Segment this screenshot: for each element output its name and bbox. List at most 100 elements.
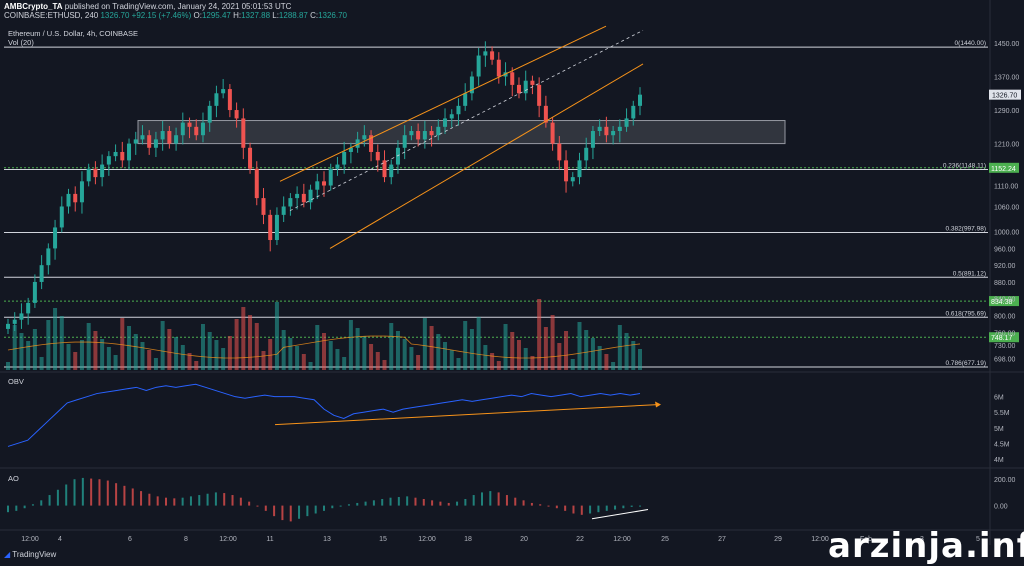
- time-axis-label: 5: [976, 536, 980, 543]
- volume-bar: [288, 338, 293, 370]
- volume-bar: [12, 325, 17, 370]
- volume-bar: [469, 329, 474, 370]
- candle-body: [402, 135, 407, 148]
- tradingview-logo[interactable]: ◢ TradingView: [4, 550, 56, 559]
- candle-body: [207, 105, 212, 123]
- volume-bar: [543, 327, 548, 370]
- time-axis-label: 12:00: [811, 536, 829, 543]
- ao-histogram-bar: [31, 504, 34, 506]
- candle-body: [476, 55, 481, 77]
- volume-bar: [153, 358, 158, 370]
- time-axis-label: 13: [323, 536, 331, 543]
- candle-body: [409, 131, 414, 136]
- volume-ma-line: [7, 335, 641, 359]
- obv-axis-tick: 4.5M: [994, 441, 1010, 448]
- time-axis-label: 3: [920, 536, 924, 543]
- candle-body: [281, 206, 286, 215]
- candle-body: [66, 193, 71, 207]
- time-axis-label: 29: [774, 536, 782, 543]
- candle-body: [120, 151, 125, 161]
- ao-histogram-bar: [140, 491, 143, 506]
- candle-body: [180, 122, 185, 136]
- time-axis-label: 11: [266, 536, 273, 543]
- candle-body: [147, 135, 152, 148]
- candle-body: [322, 181, 326, 186]
- ao-histogram-bar: [530, 502, 533, 506]
- price-axis-tick: 840.00: [994, 297, 1016, 304]
- ao-histogram-bar: [381, 499, 384, 506]
- ao-histogram-bar: [572, 505, 575, 514]
- price-axis-tick: 730.00: [994, 343, 1016, 350]
- candle-body: [274, 214, 279, 241]
- candle-body: [604, 126, 609, 136]
- ao-histogram-bar: [397, 497, 400, 506]
- volume-bar: [187, 353, 192, 370]
- ao-histogram-bar: [40, 500, 43, 506]
- ao-histogram-bar: [639, 505, 641, 507]
- candle-body: [342, 151, 347, 165]
- watermark: arzinja.info: [828, 526, 1024, 566]
- volume-bar: [39, 357, 44, 370]
- candle-body: [86, 168, 91, 182]
- candle-body: [416, 131, 421, 140]
- support-price-tag: [989, 162, 1019, 173]
- volume-bar: [570, 359, 575, 370]
- ohlc-open-label: O:: [193, 11, 202, 20]
- volume-bar: [550, 315, 555, 370]
- candle-body: [221, 89, 226, 94]
- volume-bar: [6, 362, 10, 370]
- candle-body: [516, 84, 521, 94]
- current-price-label: 1326.70: [992, 93, 1017, 100]
- candle-body: [308, 189, 313, 203]
- volume-bar: [308, 362, 313, 370]
- volume-bar: [483, 345, 488, 370]
- ohlc-low-label: L:: [272, 11, 279, 20]
- ao-histogram-bar: [7, 505, 9, 513]
- candle-body: [617, 126, 622, 132]
- volume-bar: [200, 324, 205, 370]
- support-price-label: 1152.24: [991, 166, 1016, 173]
- volume-bar: [328, 341, 333, 370]
- candle-body: [496, 59, 501, 77]
- candle-body: [456, 105, 461, 115]
- volume-bar: [274, 302, 279, 370]
- volume-bar: [180, 345, 185, 370]
- volume-bar: [456, 358, 461, 370]
- ao-histogram-bar: [555, 505, 558, 509]
- ao-histogram-bar: [131, 488, 134, 506]
- candle-body: [382, 160, 387, 178]
- price-axis-tick: 1290.00: [994, 108, 1019, 115]
- time-axis-label: 12:00: [219, 536, 237, 543]
- candle-body: [100, 164, 105, 178]
- candle-body: [543, 105, 548, 123]
- volume-bar: [523, 348, 528, 370]
- price-axis-tick: 1110.00: [994, 184, 1018, 191]
- volume-bar: [584, 330, 589, 370]
- ao-histogram-bar: [248, 501, 251, 506]
- candle-body: [301, 193, 306, 203]
- time-axis-label: 12:00: [21, 536, 39, 543]
- time-axis-label: 27: [718, 536, 726, 543]
- ao-histogram-bar: [298, 505, 301, 519]
- volume-bar: [402, 339, 407, 370]
- ao-histogram-bar: [165, 497, 167, 506]
- volume-bar: [248, 315, 253, 370]
- ao-histogram-bar: [630, 505, 633, 507]
- candle-body: [12, 319, 17, 324]
- volume-bar: [106, 347, 111, 370]
- volume-bar: [19, 333, 24, 370]
- candle-body: [443, 118, 448, 127]
- volume-bar: [66, 344, 71, 370]
- fib-level-label: 0.5(891.12): [953, 270, 986, 277]
- volume-bar: [577, 322, 582, 370]
- volume-bar: [160, 321, 165, 370]
- volume-bar: [46, 320, 51, 370]
- volume-bar: [617, 325, 622, 370]
- ao-histogram-bar: [106, 480, 109, 506]
- candle-body: [449, 114, 454, 119]
- candle-body: [288, 198, 293, 207]
- candle-body: [214, 93, 219, 106]
- ao-histogram-bar: [156, 496, 159, 506]
- candle-body: [389, 164, 394, 178]
